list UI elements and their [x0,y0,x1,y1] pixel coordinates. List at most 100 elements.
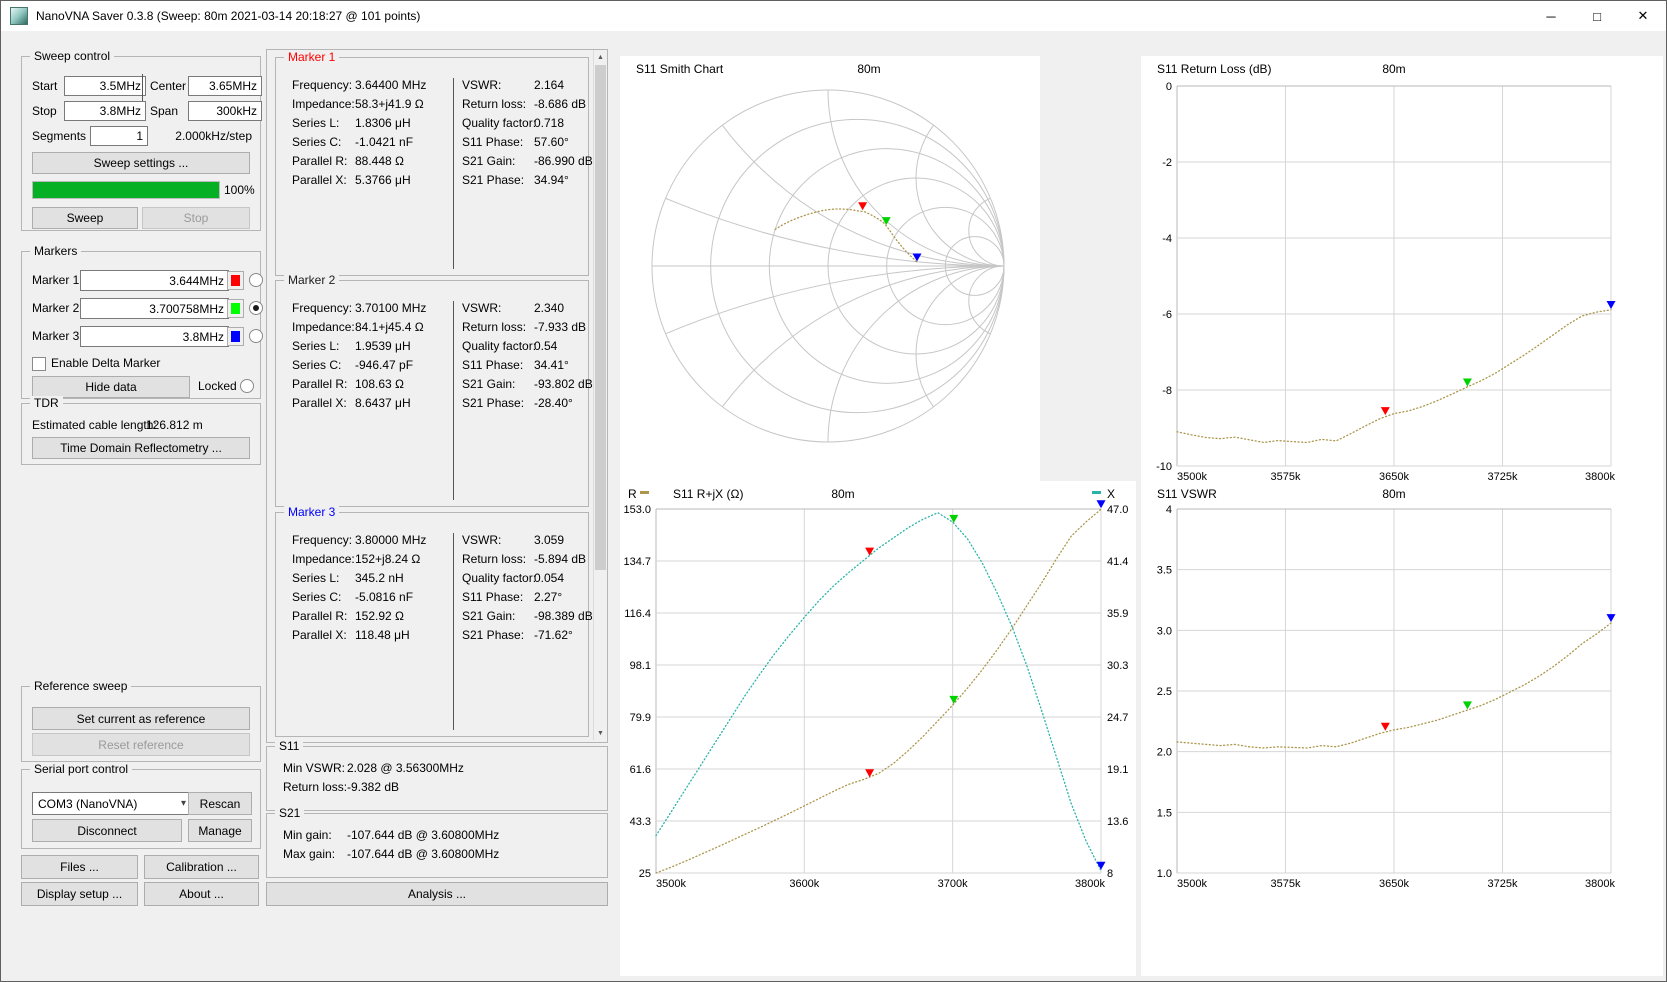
delta-marker-checkbox[interactable] [32,357,46,371]
chart-band-label: 80m [831,487,854,501]
smith-reactance-arc [620,266,1040,481]
chart-band-label: 80m [1382,487,1405,501]
field-label: Series L: [292,339,339,353]
chart-title: S11 VSWR [1157,487,1217,501]
marker-color-chip [231,275,240,286]
about-button[interactable]: About ... [144,882,259,906]
reference-sweep-title: Reference sweep [30,679,131,693]
marker-select-radio[interactable] [249,273,263,287]
right-axis-tick-label: 24.7 [1107,712,1128,724]
chart-marker-triangle [1381,407,1390,415]
chart-marker-triangle [1463,701,1472,709]
marker-color-swatch[interactable] [227,271,244,290]
chart-title: S11 R+jX (Ω) [673,487,743,501]
s11-title: S11 [275,739,303,753]
field-label: S21 Phase: [462,396,524,410]
legend-left-swatch [640,491,649,494]
segments-label: Segments [32,129,86,143]
y-axis-tick-label: 3.0 [1157,625,1172,637]
manage-button[interactable]: Manage [188,819,252,842]
right-axis-tick-label: 19.1 [1107,764,1128,776]
vswr-chart-panel[interactable]: 3500k3575k3650k3725k3800k43.53.02.52.01.… [1141,481,1663,976]
close-icon[interactable]: ✕ [1620,1,1666,31]
return-loss-chart[interactable]: 3500k3575k3650k3725k3800k0-2-4-6-8-10S11… [1141,56,1663,481]
smith-chart-panel[interactable]: S11 Smith Chart80m [620,56,1040,481]
field-value: 3.70100 MHz [355,301,426,315]
y-axis-tick-label: 98.1 [630,660,651,672]
center-input[interactable]: 3.65MHz [188,76,262,96]
return-loss-chart-panel[interactable]: 3500k3575k3650k3725k3800k0-2-4-6-8-10S11… [1141,56,1663,481]
s21-info-box: S21 Min gain:-107.644 dB @ 3.60800MHzMax… [266,813,608,878]
serial-port-select[interactable]: COM3 (NanoVNA) ▾ [32,792,192,815]
locked-radio[interactable] [240,379,254,393]
smith-chart[interactable]: S11 Smith Chart80m [620,56,1040,481]
marker-detail-title: Marker 2 [284,273,339,287]
progress-percent-label: 100% [224,183,255,197]
field-value: -28.40° [534,396,573,410]
hide-data-button[interactable]: Hide data [32,376,190,398]
column-divider [453,78,454,269]
display-setup-button[interactable]: Display setup ... [21,882,138,906]
field-label: Series L: [292,571,339,585]
field-value: 1.9539 μH [355,339,411,353]
chart-marker-triangle [949,696,958,704]
stop-input[interactable]: 3.8MHz [64,101,146,121]
marker-frequency-input[interactable]: 3.644MHz [80,270,229,291]
rjx-chart-panel[interactable]: 3500k3600k3700k3800k153.0134.7116.498.17… [620,481,1136,976]
marker-frequency-input[interactable]: 3.8MHz [80,326,229,347]
rjx-chart[interactable]: 3500k3600k3700k3800k153.0134.7116.498.17… [620,481,1136,976]
field-value: -5.0816 nF [355,590,413,604]
field-label: Series L: [292,116,339,130]
field-value: -71.62° [534,628,573,642]
scrollbar-thumb[interactable] [595,65,606,570]
y-axis-tick-label: -4 [1162,233,1172,245]
legend-right-label: X [1107,487,1115,501]
smith-reactance-arc [620,56,1040,266]
y-axis-tick-label: 2.0 [1157,747,1172,759]
files-button[interactable]: Files ... [21,855,138,879]
app-icon [10,7,28,25]
maximize-icon[interactable]: □ [1574,1,1620,31]
marker-select-radio[interactable] [249,329,263,343]
marker-detail-title: Marker 1 [284,50,339,64]
calibration-button[interactable]: Calibration ... [144,855,259,879]
tdr-title: TDR [30,396,63,410]
vswr-chart[interactable]: 3500k3575k3650k3725k3800k43.53.02.52.01.… [1141,481,1663,976]
sweep-settings-button[interactable]: Sweep settings ... [32,152,250,174]
disconnect-button[interactable]: Disconnect [32,819,182,842]
legend-left-label: R [628,487,637,501]
scrollbar[interactable]: ▲ ▼ [593,50,607,740]
marker-frequency-input[interactable]: 3.700758MHz [80,298,229,319]
sweep-button[interactable]: Sweep [32,207,138,229]
marker-color-swatch[interactable] [227,327,244,346]
field-value: 3.059 [534,533,564,547]
field-label: Min VSWR: [283,761,345,775]
serial-port-title: Serial port control [30,762,132,776]
tdr-button[interactable]: Time Domain Reflectometry ... [32,437,250,459]
analysis-button[interactable]: Analysis ... [266,882,608,906]
column-divider [453,533,454,730]
field-value: 8.6437 μH [355,396,411,410]
field-value: 2.028 @ 3.56300MHz [347,761,464,775]
scroll-up-icon[interactable]: ▲ [594,50,607,64]
field-label: S21 Phase: [462,173,524,187]
field-value: 118.48 μH [355,628,410,642]
marker-select-radio[interactable] [249,301,263,315]
smith-reactance-arc [652,56,1040,266]
field-value: 3.80000 MHz [355,533,426,547]
y-axis-tick-label: 2.5 [1157,686,1172,698]
field-value: 3.64400 MHz [355,78,426,92]
minimize-icon[interactable]: ─ [1528,1,1574,31]
y-axis-tick-label: 4 [1166,504,1172,516]
chart-band-label: 80m [1382,62,1405,76]
x-axis-tick-label: 3650k [1379,471,1409,481]
y-axis-tick-label: -6 [1162,309,1172,321]
x-axis-tick-label: 3650k [1379,878,1409,890]
marker-color-swatch[interactable] [227,299,244,318]
span-input[interactable]: 300kHz [188,101,262,121]
rescan-button[interactable]: Rescan [188,792,252,815]
scroll-down-icon[interactable]: ▼ [594,726,607,740]
segments-input[interactable]: 1 [90,126,148,146]
set-reference-button[interactable]: Set current as reference [32,707,250,730]
start-input[interactable]: 3.5MHz [64,76,146,96]
